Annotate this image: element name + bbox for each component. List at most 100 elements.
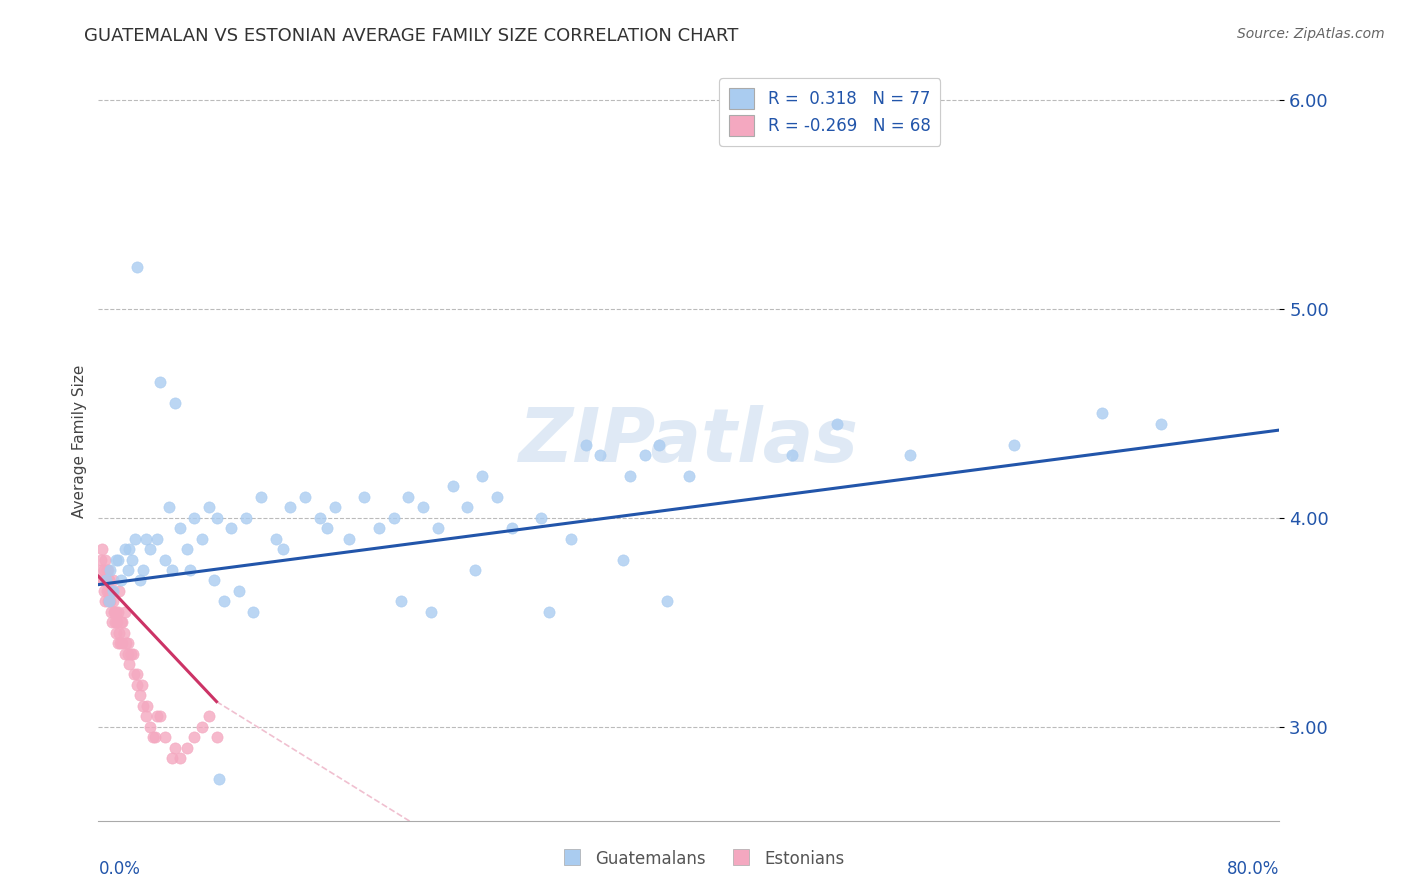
Point — [294, 490, 316, 504]
Point — [114, 647, 136, 661]
Point — [612, 552, 634, 566]
Point — [97, 574, 120, 588]
Point — [198, 709, 221, 723]
Point — [132, 563, 155, 577]
Point — [153, 730, 176, 744]
Point — [100, 583, 122, 598]
Point — [441, 479, 464, 493]
Point — [146, 532, 169, 546]
Text: 0.0%: 0.0% — [98, 860, 141, 878]
Point — [103, 574, 125, 588]
Point — [165, 740, 187, 755]
Point — [457, 500, 479, 515]
Point — [589, 448, 612, 462]
Point — [90, 552, 112, 566]
Point — [93, 594, 115, 608]
Point — [280, 500, 302, 515]
Point — [98, 583, 121, 598]
Point — [176, 542, 198, 557]
Point — [135, 532, 157, 546]
Point — [135, 709, 157, 723]
Point — [153, 552, 176, 566]
Point — [398, 490, 420, 504]
Point — [105, 552, 128, 566]
Point — [900, 448, 922, 462]
Point — [242, 605, 264, 619]
Point — [93, 583, 115, 598]
Point — [100, 583, 122, 598]
Point — [96, 563, 118, 577]
Text: GUATEMALAN VS ESTONIAN AVERAGE FAMILY SIZE CORRELATION CHART: GUATEMALAN VS ESTONIAN AVERAGE FAMILY SI… — [84, 27, 738, 45]
Point — [118, 657, 141, 671]
Point — [537, 605, 560, 619]
Point — [112, 625, 135, 640]
Point — [464, 563, 486, 577]
Point — [136, 698, 159, 713]
Point — [94, 552, 117, 566]
Point — [125, 260, 148, 274]
Point — [205, 510, 228, 524]
Text: ZIPatlas: ZIPatlas — [519, 405, 859, 478]
Point — [98, 594, 121, 608]
Point — [353, 490, 375, 504]
Point — [108, 625, 131, 640]
Y-axis label: Average Family Size: Average Family Size — [72, 365, 87, 518]
Point — [530, 510, 553, 524]
Point — [382, 510, 405, 524]
Point — [264, 532, 287, 546]
Point — [149, 375, 172, 389]
Point — [139, 720, 162, 734]
Point — [117, 636, 139, 650]
Point — [110, 615, 132, 630]
Point — [105, 625, 128, 640]
Point — [212, 594, 235, 608]
Point — [121, 552, 143, 566]
Point — [127, 667, 149, 681]
Point — [162, 563, 183, 577]
Point — [419, 605, 441, 619]
Point — [107, 636, 129, 650]
Point — [94, 574, 117, 588]
Point — [91, 574, 114, 588]
Point — [221, 521, 243, 535]
Point — [103, 605, 125, 619]
Point — [183, 730, 205, 744]
Point — [107, 605, 129, 619]
Point — [108, 583, 131, 598]
Point — [271, 542, 294, 557]
Point — [114, 542, 136, 557]
Point — [125, 678, 148, 692]
Point — [100, 605, 122, 619]
Point — [179, 563, 201, 577]
Point — [198, 500, 221, 515]
Point — [142, 730, 165, 744]
Point — [235, 510, 257, 524]
Point — [143, 730, 166, 744]
Point — [412, 500, 434, 515]
Point — [110, 574, 132, 588]
Point — [97, 594, 120, 608]
Point — [228, 583, 250, 598]
Point — [124, 532, 146, 546]
Point — [648, 438, 671, 452]
Point — [427, 521, 450, 535]
Point — [191, 532, 214, 546]
Point — [169, 521, 191, 535]
Point — [131, 678, 153, 692]
Point — [471, 469, 494, 483]
Point — [250, 490, 273, 504]
Point — [104, 605, 127, 619]
Point — [96, 583, 118, 598]
Point — [98, 563, 121, 577]
Point — [202, 574, 225, 588]
Point — [139, 542, 162, 557]
Point — [205, 730, 228, 744]
Point — [132, 698, 155, 713]
Point — [121, 647, 143, 661]
Legend: Guatemalans, Estonians: Guatemalans, Estonians — [555, 843, 851, 875]
Legend: R =  0.318   N = 77, R = -0.269   N = 68: R = 0.318 N = 77, R = -0.269 N = 68 — [720, 78, 941, 145]
Point — [105, 615, 128, 630]
Point — [101, 615, 124, 630]
Point — [114, 605, 136, 619]
Point — [97, 594, 120, 608]
